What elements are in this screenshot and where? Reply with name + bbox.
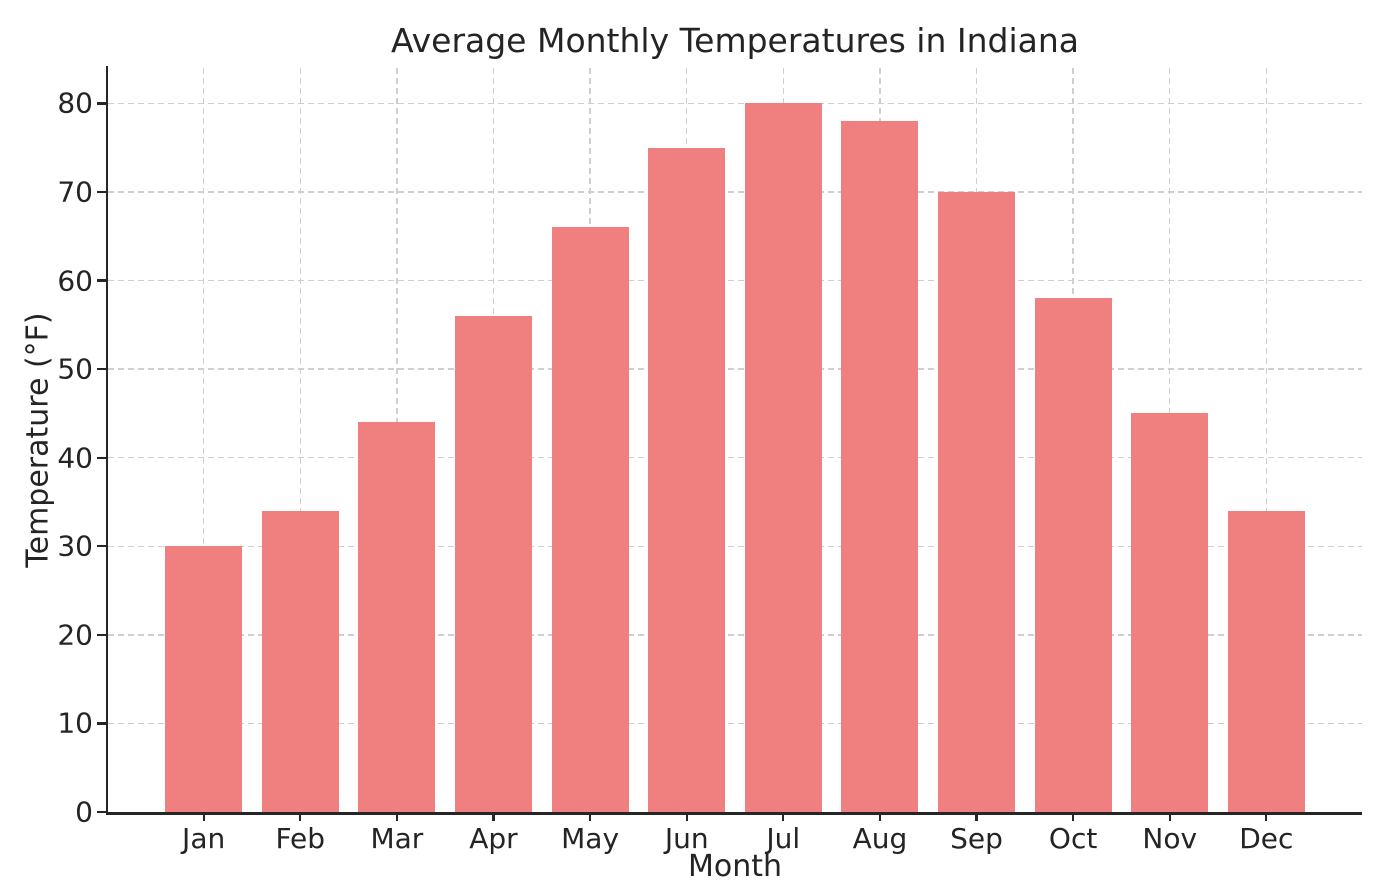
x-tick-label-nov: Nov — [1142, 822, 1198, 855]
x-tick-label-apr: Apr — [469, 822, 518, 855]
y-axis-label: Temperature (°F) — [20, 312, 56, 568]
x-tick-label-feb: Feb — [275, 822, 326, 855]
y-tick-mark-70 — [96, 190, 106, 194]
bar-jul — [744, 103, 822, 812]
gridline-h-70 — [108, 191, 1362, 193]
bar-may — [551, 227, 629, 812]
y-tick-label-80: 80 — [57, 86, 93, 120]
bar-jan — [165, 546, 243, 812]
y-tick-label-30: 30 — [57, 529, 93, 563]
x-tick-mark-jan — [202, 814, 205, 821]
bar-sep — [938, 192, 1016, 812]
x-tick-mark-may — [588, 814, 592, 821]
x-tick-mark-feb — [299, 814, 302, 821]
gridline-v-jan — [202, 68, 205, 812]
x-tick-mark-sep — [975, 814, 978, 821]
x-tick-label-dec: Dec — [1239, 822, 1294, 855]
y-tick-mark-50 — [96, 368, 106, 371]
x-tick-mark-nov — [1168, 814, 1171, 821]
x-tick-mark-dec — [1265, 814, 1268, 821]
gridline-h-50 — [108, 368, 1362, 370]
x-axis-spine — [105, 812, 1362, 815]
x-tick-mark-apr — [492, 814, 495, 821]
y-tick-mark-60 — [96, 279, 106, 282]
gridline-v-dec — [1265, 68, 1268, 812]
x-tick-mark-jul — [782, 814, 785, 821]
gridline-h-60 — [108, 279, 1362, 282]
chart-title: Average Monthly Temperatures in Indiana — [390, 21, 1080, 60]
gridline-h-80 — [108, 102, 1362, 105]
x-tick-label-sep: Sep — [950, 822, 1003, 855]
y-tick-mark-40 — [96, 456, 106, 459]
x-axis-label: Month — [687, 849, 783, 884]
x-tick-label-oct: Oct — [1048, 822, 1098, 855]
x-tick-label-may: May — [561, 822, 620, 855]
y-tick-mark-30 — [96, 545, 106, 548]
bar-aug — [841, 121, 919, 812]
x-tick-label-jun: Jun — [664, 822, 709, 855]
x-tick-mark-aug — [878, 814, 881, 821]
x-tick-label-aug: Aug — [852, 822, 908, 855]
gridline-h-20 — [108, 634, 1362, 636]
x-tick-mark-oct — [1072, 814, 1075, 821]
gridline-h-10 — [108, 722, 1362, 725]
y-tick-label-40: 40 — [57, 441, 93, 475]
x-tick-label-mar: Mar — [370, 822, 424, 855]
x-tick-mark-jun — [685, 814, 688, 821]
y-tick-mark-0 — [96, 810, 106, 814]
gridline-v-feb — [299, 68, 301, 812]
y-tick-label-10: 10 — [57, 706, 93, 740]
y-axis-spine — [105, 66, 108, 815]
y-tick-label-70: 70 — [57, 175, 93, 209]
x-tick-label-jul: Jul — [766, 822, 801, 855]
bar-apr — [454, 316, 532, 812]
x-tick-mark-mar — [395, 814, 398, 821]
y-tick-label-60: 60 — [57, 264, 93, 298]
bar-dec — [1227, 510, 1305, 812]
y-tick-mark-10 — [96, 722, 106, 725]
bar-mar — [358, 422, 436, 812]
y-tick-label-50: 50 — [57, 352, 93, 386]
plot-area: 0 10 20 30 40 50 60 70 80 Jan Feb Mar Apr May Jun Jul Au… — [57, 66, 1362, 855]
y-tick-mark-20 — [96, 633, 106, 636]
y-tick-label-0: 0 — [75, 795, 93, 829]
bar-feb — [261, 510, 339, 812]
bar-oct — [1034, 298, 1112, 812]
bar-nov — [1131, 413, 1209, 812]
bar-jun — [648, 147, 726, 812]
x-tick-label-jan: Jan — [182, 822, 226, 855]
y-tick-label-20: 20 — [57, 618, 93, 652]
gridline-h-30 — [108, 545, 1362, 547]
gridline-h-40 — [108, 457, 1362, 459]
y-tick-mark-80 — [96, 102, 106, 105]
